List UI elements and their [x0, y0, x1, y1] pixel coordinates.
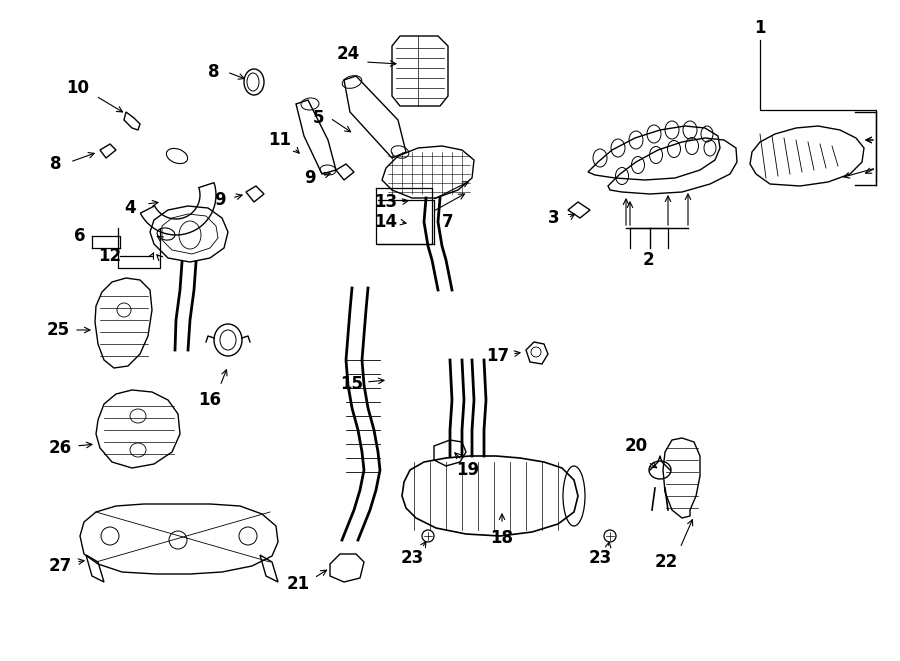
Text: 8: 8 [50, 155, 62, 173]
Text: 8: 8 [208, 63, 220, 81]
Text: 27: 27 [49, 557, 72, 575]
Text: 6: 6 [74, 227, 86, 245]
Text: 21: 21 [286, 575, 310, 593]
Text: 7: 7 [442, 213, 454, 231]
Text: 26: 26 [49, 439, 72, 457]
Text: 16: 16 [199, 391, 221, 409]
Text: 9: 9 [214, 191, 226, 209]
Text: 5: 5 [312, 109, 324, 127]
Text: 2: 2 [643, 251, 653, 269]
Text: 14: 14 [374, 213, 398, 231]
Text: 4: 4 [124, 199, 136, 217]
Text: 10: 10 [67, 79, 89, 97]
Text: 12: 12 [98, 247, 122, 265]
Text: 1: 1 [754, 19, 766, 37]
Text: 20: 20 [625, 437, 648, 455]
Text: 13: 13 [374, 193, 398, 211]
Text: 17: 17 [486, 347, 509, 365]
Text: 19: 19 [456, 461, 480, 479]
Text: 22: 22 [654, 553, 678, 571]
Text: 11: 11 [268, 131, 292, 149]
Text: 25: 25 [47, 321, 69, 339]
Text: 23: 23 [400, 549, 424, 567]
Text: 15: 15 [340, 375, 364, 393]
Text: 18: 18 [491, 529, 514, 547]
Text: 3: 3 [548, 209, 560, 227]
Text: 9: 9 [304, 169, 316, 187]
Text: 24: 24 [337, 45, 360, 63]
Text: 23: 23 [589, 549, 612, 567]
